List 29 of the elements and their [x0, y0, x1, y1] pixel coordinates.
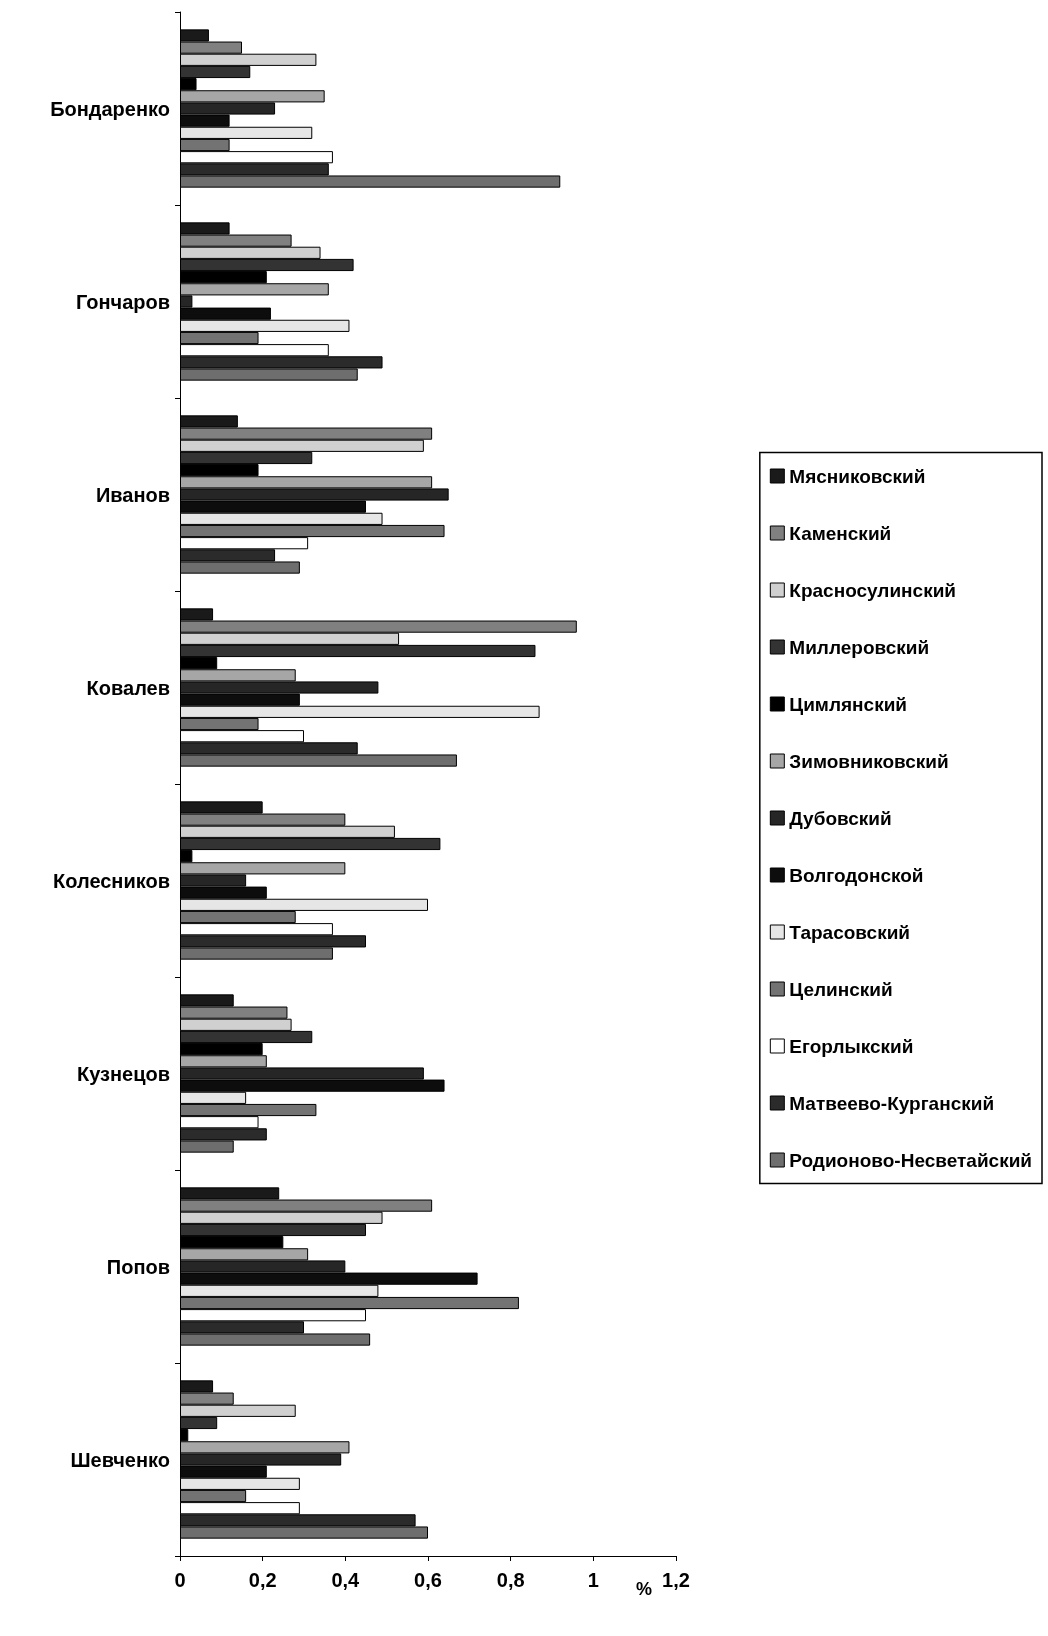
- x-tick-label: 0: [174, 1569, 186, 1591]
- y-tick-label: Гончаров: [75, 290, 170, 313]
- legend-label: Зимовниковский: [789, 750, 949, 772]
- x-tick-label: 1,2: [662, 1569, 690, 1591]
- y-tick-label: Колесников: [53, 869, 170, 892]
- y-tick-label: Ковалев: [86, 676, 170, 699]
- y-tick-label: Шевченко: [70, 1448, 170, 1471]
- legend-label: Мясниковский: [789, 465, 926, 487]
- x-tick-label: 1: [587, 1569, 599, 1591]
- x-axis-title: %: [636, 1579, 653, 1599]
- legend-label: Цимлянский: [789, 693, 907, 715]
- legend-label: Дубовский: [789, 807, 892, 829]
- legend-label: Тарасовский: [789, 921, 911, 943]
- x-tick-label: 0,8: [496, 1569, 525, 1591]
- legend-label: Целинский: [789, 978, 893, 1000]
- legend-label: Волгодонской: [789, 864, 924, 886]
- legend-label: Матвеево-Курганский: [789, 1092, 995, 1114]
- x-tick-label: 0,6: [414, 1569, 442, 1591]
- legend-label: Егорлыкский: [789, 1035, 914, 1057]
- legend-label: Каменский: [789, 522, 892, 544]
- legend-label: Красносулинский: [789, 579, 957, 601]
- legend-label: Родионово-Несветайский: [789, 1149, 1032, 1171]
- x-tick-label: 0,4: [331, 1569, 361, 1591]
- y-tick-label: Попов: [106, 1255, 170, 1278]
- y-tick-label: Бондаренко: [50, 97, 170, 120]
- y-tick-label: Иванов: [95, 483, 170, 506]
- legend-label: Миллеровский: [789, 636, 930, 658]
- y-tick-label: Кузнецов: [76, 1062, 170, 1085]
- x-tick-label: 0,2: [248, 1569, 277, 1591]
